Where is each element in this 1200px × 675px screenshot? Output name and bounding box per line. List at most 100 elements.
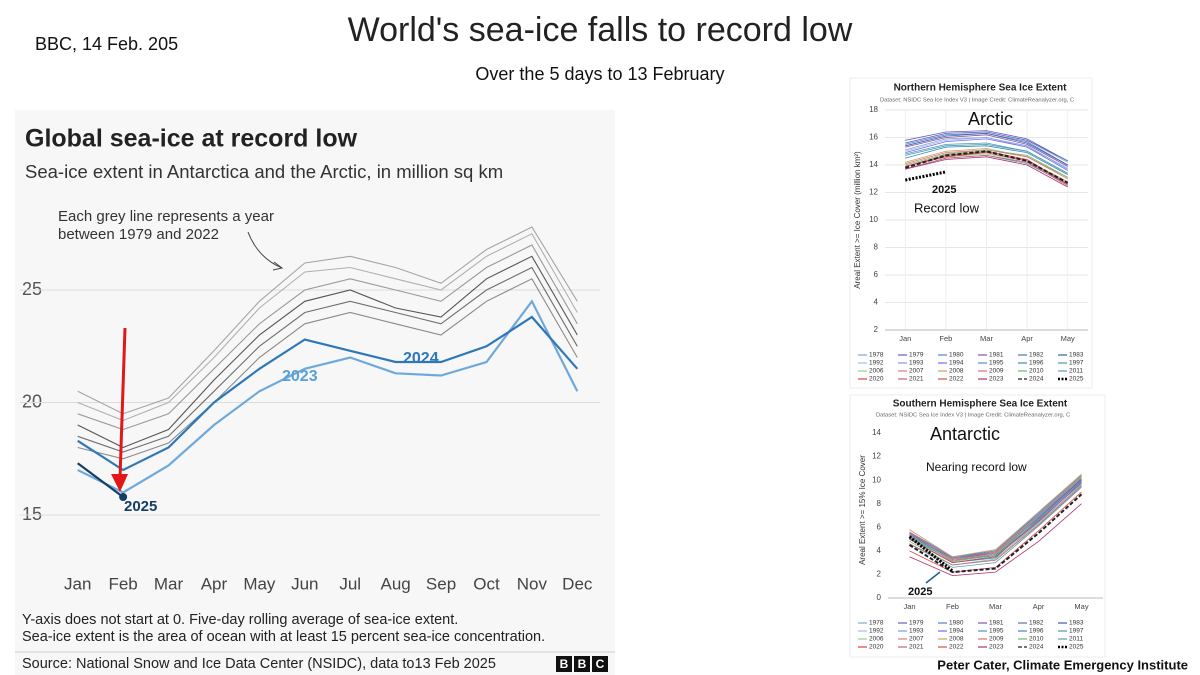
legend-label: 2008 — [949, 368, 964, 375]
legend-label: 1979 — [909, 620, 924, 627]
annotation: Arctic — [968, 109, 1013, 129]
legend-label: 2007 — [909, 368, 924, 375]
y-tick-label: 6 — [874, 270, 879, 279]
x-tick-label: Jun — [291, 574, 318, 593]
annotation: between 1979 and 2022 — [58, 226, 219, 243]
source: Source: National Snow and Ice Data Cente… — [22, 656, 496, 672]
bbc-panel — [15, 110, 615, 675]
y-tick-label: 8 — [877, 499, 882, 508]
x-tick-label: Oct — [473, 574, 500, 593]
y-tick-label: 10 — [869, 215, 878, 224]
x-tick-label: Apr — [201, 574, 228, 593]
legend-label: 1995 — [989, 360, 1004, 367]
y-tick-label: 16 — [869, 133, 878, 142]
series-line — [77, 278, 578, 460]
x-tick-label: Sep — [426, 574, 456, 593]
chart-subtitle: Sea-ice extent in Antarctica and the Arc… — [25, 161, 503, 182]
legend-label: 1983 — [1069, 352, 1084, 359]
y-tick-label: 14 — [869, 160, 878, 169]
y-tick-label: 2 — [874, 325, 879, 334]
y-tick-label: 8 — [874, 243, 879, 252]
series-line — [905, 154, 1068, 186]
y-tick-label: 14 — [872, 428, 881, 437]
annotation: Each grey line represents a year — [58, 208, 274, 225]
y-tick-label: 15 — [22, 504, 42, 524]
series-line — [909, 473, 1082, 558]
series-line — [905, 150, 1069, 184]
legend-label: 1981 — [989, 620, 1004, 627]
series-line — [905, 130, 1068, 162]
series-line — [905, 137, 1068, 170]
series-line — [77, 255, 578, 449]
series-line — [77, 315, 579, 472]
x-tick-label: Feb — [946, 602, 959, 611]
legend-label: 1978 — [869, 352, 884, 359]
series-line — [908, 535, 954, 573]
y-axis-label: Areal Extent >= Ice Cover (million km²) — [853, 151, 862, 289]
antarctic-panel — [849, 394, 1106, 658]
legend-label: 1983 — [1069, 620, 1084, 627]
legend-label: 2024 — [1029, 376, 1044, 383]
logo-letter: C — [596, 657, 605, 671]
y-tick-label: 12 — [869, 188, 878, 197]
x-tick-label: Feb — [108, 574, 137, 593]
series-line — [909, 482, 1082, 564]
series-line — [905, 145, 1068, 175]
legend-label: 2023 — [989, 644, 1004, 651]
y-tick-label: 4 — [877, 546, 882, 555]
legend-label: 2020 — [869, 376, 884, 383]
red-arrow — [118, 327, 127, 479]
legend-label: 2023 — [989, 376, 1004, 383]
series-line — [77, 226, 578, 415]
series-line — [909, 485, 1082, 566]
legend-label: 2006 — [869, 368, 884, 375]
series-line — [905, 138, 1068, 171]
legend-label: 2009 — [989, 636, 1004, 643]
legend-label: 1994 — [949, 360, 964, 367]
y-tick-label: 4 — [874, 298, 879, 307]
annotation-arrow — [925, 571, 941, 584]
series-line — [905, 149, 1068, 178]
y-tick-label: 25 — [22, 279, 42, 299]
y-tick-label: 6 — [877, 522, 882, 531]
series-line — [77, 244, 578, 431]
annotation-arrow — [247, 231, 283, 269]
legend-label: 1992 — [869, 360, 884, 367]
x-tick-label: Jan — [903, 602, 915, 611]
x-tick-label: Dec — [562, 574, 593, 593]
slide-note: BBC, 14 Feb. 205 — [35, 34, 178, 54]
annotation: 2023 — [282, 368, 318, 385]
x-tick-label: May — [243, 574, 276, 593]
legend-label: 1993 — [909, 628, 924, 635]
legend-label: 2010 — [1029, 636, 1044, 643]
legend-label: 1982 — [1029, 352, 1044, 359]
annotation: 2025 — [932, 184, 956, 196]
annotation-arrowhead — [272, 261, 284, 271]
y-tick-label: 10 — [872, 475, 881, 484]
legend-label: 1994 — [949, 628, 964, 635]
legend-label: 1993 — [909, 360, 924, 367]
annotation: Record low — [914, 200, 980, 215]
series-line — [905, 148, 1068, 178]
y-tick-label: 20 — [22, 391, 42, 411]
y-axis-label: Areal Extent >= 15% Ice Cover — [858, 455, 867, 565]
series-line — [77, 233, 578, 422]
red-arrowhead — [111, 474, 128, 492]
legend-label: 1995 — [989, 628, 1004, 635]
legend-label: 1980 — [949, 352, 964, 359]
legend-label: 2006 — [869, 636, 884, 643]
legend-label: 2025 — [1069, 644, 1084, 651]
legend-label: 2021 — [909, 644, 924, 651]
legend-label: 2020 — [869, 644, 884, 651]
series-line — [77, 462, 124, 498]
series-line — [909, 476, 1082, 560]
legend-label: 1996 — [1029, 360, 1044, 367]
x-tick-label: Apr — [1021, 334, 1033, 343]
chart-title: Global sea-ice at record low — [25, 125, 358, 153]
logo-box — [556, 656, 572, 672]
x-tick-label: Feb — [939, 334, 952, 343]
x-tick-label: Jan — [64, 574, 91, 593]
legend-label: 2011 — [1069, 636, 1083, 643]
series-line — [909, 491, 1082, 573]
